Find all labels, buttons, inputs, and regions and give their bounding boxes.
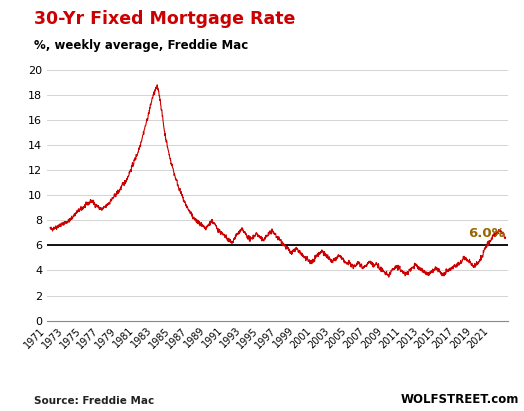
Text: WOLFSTREET.com: WOLFSTREET.com bbox=[400, 393, 519, 406]
Text: 30-Yr Fixed Mortgage Rate: 30-Yr Fixed Mortgage Rate bbox=[34, 10, 296, 28]
Text: %, weekly average, Freddie Mac: %, weekly average, Freddie Mac bbox=[34, 39, 248, 52]
Text: 6.0%: 6.0% bbox=[468, 227, 505, 240]
Text: Source: Freddie Mac: Source: Freddie Mac bbox=[34, 396, 154, 406]
